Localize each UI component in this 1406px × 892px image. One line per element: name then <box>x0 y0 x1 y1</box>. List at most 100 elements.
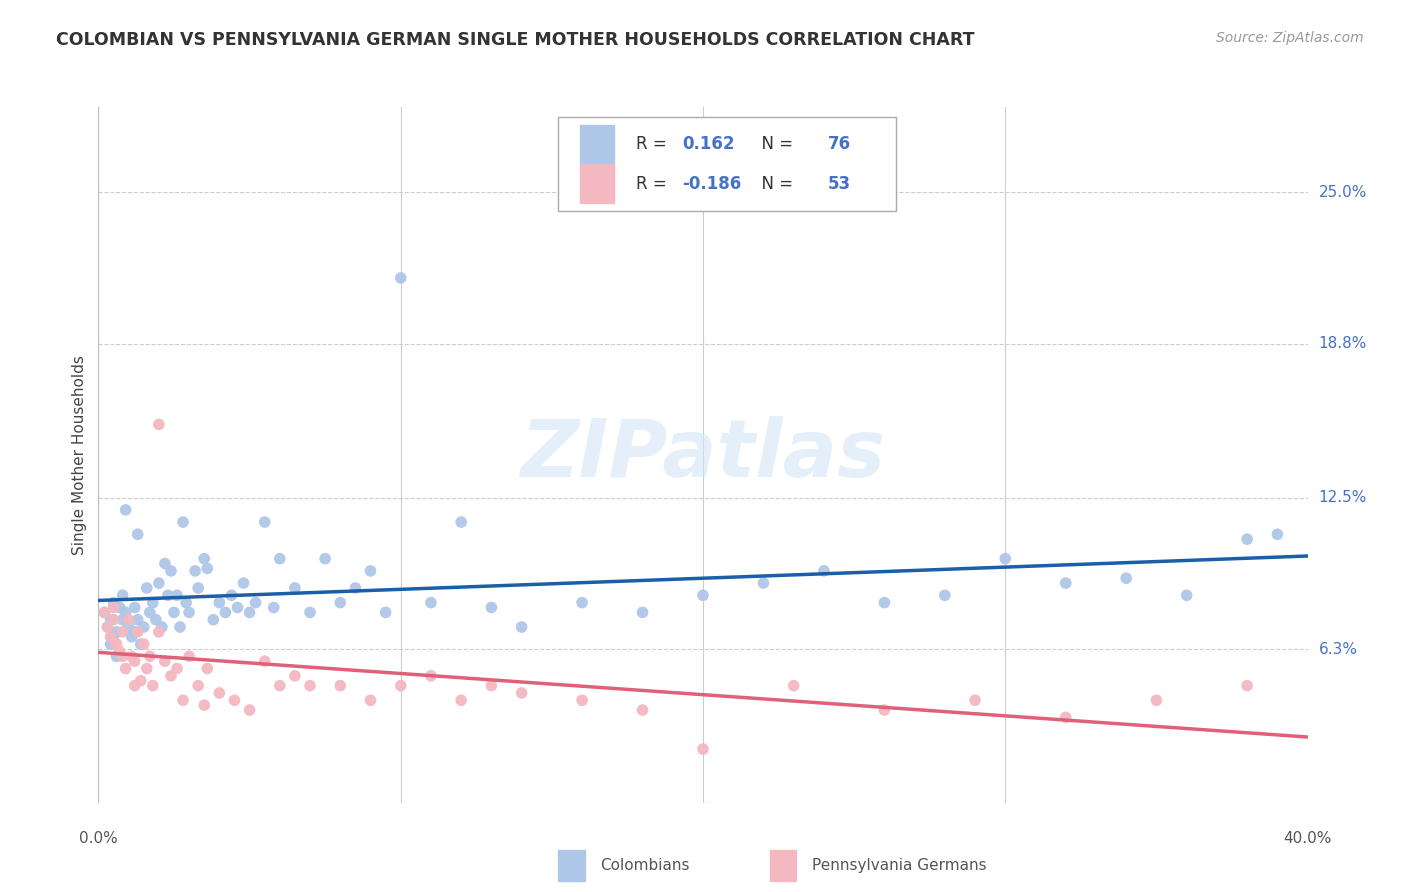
Point <box>284 669 307 683</box>
Point <box>389 679 412 693</box>
Point <box>360 693 382 707</box>
Bar <box>769 850 796 881</box>
Point <box>105 637 128 651</box>
Point <box>571 596 593 610</box>
Point <box>121 649 143 664</box>
Point <box>329 596 352 610</box>
Point <box>269 551 291 566</box>
Point <box>108 644 131 658</box>
Point <box>145 613 167 627</box>
Point <box>129 637 152 651</box>
Text: ZIPatlas: ZIPatlas <box>520 416 886 494</box>
Point <box>782 679 804 693</box>
Point <box>114 661 136 675</box>
Text: R =: R = <box>637 175 672 193</box>
Point <box>93 606 115 620</box>
FancyBboxPatch shape <box>558 118 897 211</box>
Point <box>96 620 118 634</box>
Point <box>184 564 207 578</box>
Point <box>193 698 215 713</box>
Point <box>1054 576 1077 591</box>
Point <box>195 661 218 675</box>
Point <box>132 637 155 651</box>
Point <box>239 606 262 620</box>
Point <box>813 564 835 578</box>
Point <box>208 596 231 610</box>
Point <box>177 649 201 664</box>
Point <box>153 557 176 571</box>
Point <box>344 581 367 595</box>
Point <box>1115 571 1137 585</box>
Point <box>127 624 149 639</box>
Point <box>1265 527 1288 541</box>
Point <box>263 600 285 615</box>
Point <box>111 613 134 627</box>
Point <box>139 649 162 664</box>
Point <box>118 613 141 627</box>
Point <box>160 669 183 683</box>
Text: N =: N = <box>751 175 799 193</box>
Point <box>100 637 122 651</box>
Point <box>224 693 246 707</box>
Point <box>193 551 215 566</box>
Point <box>172 515 194 529</box>
Y-axis label: Single Mother Households: Single Mother Households <box>72 355 87 555</box>
Text: 25.0%: 25.0% <box>1319 185 1367 200</box>
Point <box>111 588 134 602</box>
Text: Pennsylvania Germans: Pennsylvania Germans <box>811 858 987 873</box>
Point <box>166 588 188 602</box>
Point <box>692 588 714 602</box>
Point <box>510 620 533 634</box>
Point <box>994 551 1017 566</box>
Point <box>631 703 654 717</box>
Point <box>245 596 267 610</box>
Point <box>571 693 593 707</box>
Point <box>111 649 134 664</box>
Point <box>103 600 125 615</box>
Point <box>103 630 125 644</box>
Point <box>174 596 197 610</box>
Point <box>121 630 143 644</box>
Point <box>284 581 307 595</box>
Point <box>132 620 155 634</box>
Point <box>481 679 503 693</box>
Point <box>100 630 122 644</box>
Text: R =: R = <box>637 135 672 153</box>
Point <box>163 606 186 620</box>
Point <box>160 564 183 578</box>
Point <box>1144 693 1167 707</box>
Point <box>253 515 276 529</box>
Text: 0.0%: 0.0% <box>79 830 118 846</box>
Point <box>169 620 191 634</box>
Point <box>127 613 149 627</box>
Point <box>195 561 218 575</box>
Point <box>135 661 157 675</box>
Point <box>752 576 775 591</box>
Point <box>96 620 118 634</box>
Point <box>148 576 170 591</box>
Point <box>965 693 987 707</box>
Point <box>177 606 201 620</box>
Point <box>299 606 322 620</box>
Point <box>873 596 896 610</box>
Point <box>129 673 152 688</box>
Text: Source: ZipAtlas.com: Source: ZipAtlas.com <box>1216 31 1364 45</box>
Point <box>93 606 115 620</box>
Point <box>111 624 134 639</box>
Text: 12.5%: 12.5% <box>1319 490 1367 505</box>
Point <box>314 551 336 566</box>
Text: 53: 53 <box>828 175 851 193</box>
Text: 76: 76 <box>828 135 851 153</box>
Point <box>187 679 209 693</box>
Point <box>221 588 243 602</box>
Point <box>156 588 179 602</box>
Point <box>873 703 896 717</box>
Point <box>114 606 136 620</box>
Point <box>105 624 128 639</box>
Point <box>166 661 188 675</box>
Point <box>226 600 249 615</box>
Point <box>148 624 170 639</box>
Point <box>103 596 125 610</box>
Text: 40.0%: 40.0% <box>1284 830 1331 846</box>
Point <box>172 693 194 707</box>
